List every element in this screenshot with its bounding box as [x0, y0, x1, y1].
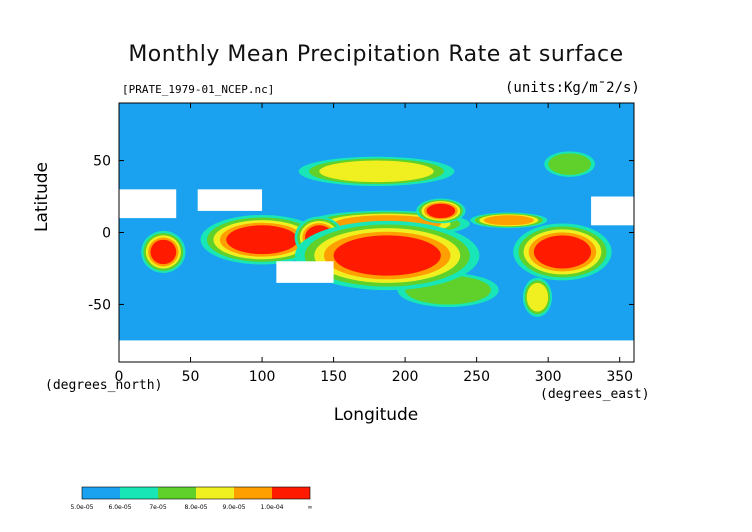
colorbar-segment — [158, 487, 196, 499]
precip-level-3 — [319, 160, 434, 183]
no-data-region — [197, 189, 263, 211]
precip-level-5 — [426, 203, 456, 219]
x-tick-label: 50 — [182, 369, 200, 385]
y-tick-label: -50 — [88, 297, 111, 313]
colorbar-segment — [272, 487, 310, 499]
colorbar-label: 8.0e-05 — [184, 504, 207, 511]
colorbar-segment — [82, 487, 120, 499]
x-tick-label: 350 — [606, 369, 633, 385]
no-data-region — [119, 189, 177, 219]
precip-level-5 — [226, 225, 298, 255]
colorbar-label: 5.0e-05 — [70, 504, 93, 511]
precip-level-4 — [483, 215, 534, 226]
x-tick-label: 150 — [320, 369, 347, 385]
colorbar-label: 1.0e-04 — [260, 504, 283, 511]
colorbar-label: 7e-05 — [149, 504, 166, 511]
y-unit-label: (degrees_north) — [45, 378, 163, 393]
precip-level-5 — [533, 235, 592, 269]
no-data-region — [276, 261, 334, 283]
precip-level-3 — [526, 282, 549, 312]
x-axis-label: Longitude — [333, 405, 419, 425]
precip-level-2 — [548, 153, 592, 175]
x-tick-label: 300 — [535, 369, 562, 385]
x-tick-label: 250 — [463, 369, 490, 385]
x-tick-label: 0 — [115, 369, 124, 385]
precip-level-5 — [333, 235, 441, 276]
colorbar-segment — [196, 487, 234, 499]
units-label: (units:Kg/m¯2/s) — [505, 80, 640, 96]
colorbar-label: ∞ — [308, 504, 313, 511]
no-data-region — [119, 340, 634, 362]
colorbar-frame — [81, 486, 311, 500]
colorbar-segment — [234, 487, 272, 499]
y-tick-label: 50 — [93, 154, 111, 170]
chart-title: Monthly Mean Precipitation Rate at surfa… — [128, 42, 624, 67]
colorbar-segment — [120, 487, 158, 499]
precip-level-5 — [150, 239, 177, 265]
x-unit-label: (degrees_east) — [540, 387, 650, 402]
colorbar-label: 6.0e-05 — [108, 504, 131, 511]
file-label: [PRATE_1979-01_NCEP.nc] — [122, 83, 275, 96]
x-tick-label: 200 — [392, 369, 419, 385]
y-tick-label: 0 — [102, 226, 111, 242]
no-data-region — [591, 196, 634, 226]
x-tick-label: 100 — [249, 369, 276, 385]
colorbar-label: 9.0e-05 — [222, 504, 245, 511]
